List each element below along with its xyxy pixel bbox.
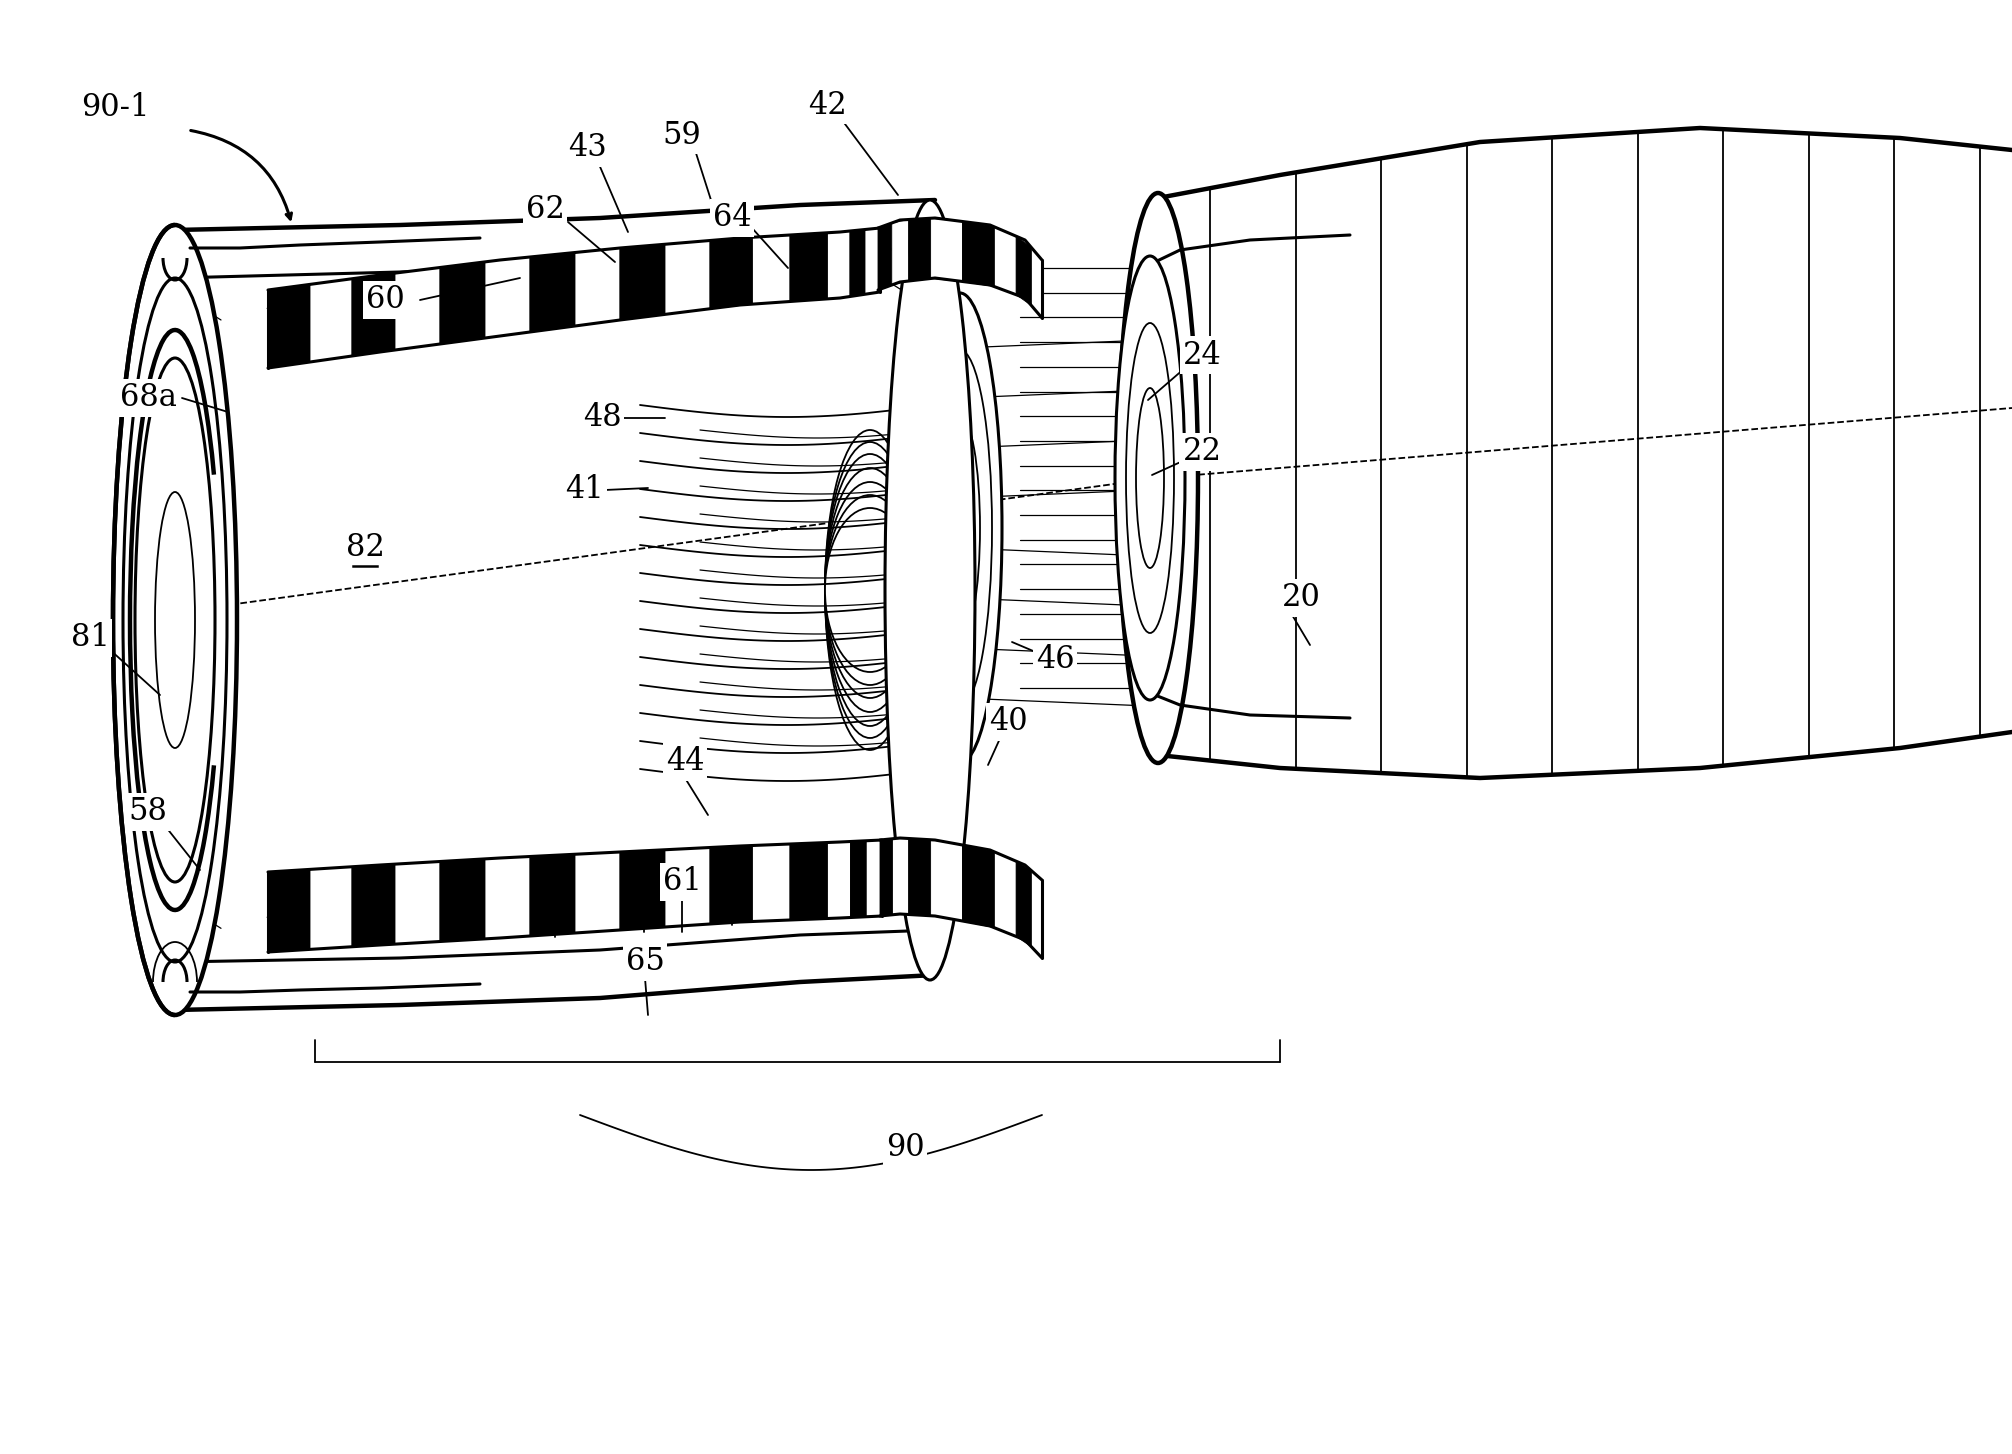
Polygon shape [441, 859, 485, 942]
Text: 48: 48 [583, 403, 622, 433]
Polygon shape [867, 840, 881, 917]
Polygon shape [352, 273, 394, 356]
Polygon shape [352, 864, 394, 947]
Text: 40: 40 [988, 707, 1028, 737]
Text: 61: 61 [662, 867, 702, 897]
Polygon shape [962, 845, 994, 928]
Polygon shape [666, 240, 710, 314]
Ellipse shape [1119, 193, 1197, 763]
Text: 41: 41 [565, 474, 604, 506]
Text: 60: 60 [366, 285, 404, 316]
Text: 82: 82 [346, 532, 384, 564]
Polygon shape [752, 236, 791, 304]
Polygon shape [849, 230, 865, 297]
Text: 65: 65 [626, 947, 664, 977]
Text: 20: 20 [1282, 583, 1320, 614]
Ellipse shape [825, 430, 915, 750]
Polygon shape [268, 869, 310, 952]
Polygon shape [851, 840, 867, 917]
Polygon shape [441, 262, 485, 345]
Polygon shape [394, 862, 441, 944]
Polygon shape [879, 839, 893, 916]
Polygon shape [710, 845, 752, 923]
Polygon shape [575, 852, 620, 933]
Polygon shape [620, 244, 666, 320]
Polygon shape [891, 220, 909, 285]
Ellipse shape [917, 294, 1002, 763]
Text: 62: 62 [525, 195, 565, 225]
Polygon shape [485, 856, 529, 939]
Text: 90: 90 [885, 1133, 924, 1163]
Polygon shape [909, 839, 932, 916]
Polygon shape [710, 237, 752, 308]
Text: 68a: 68a [119, 382, 177, 413]
Polygon shape [932, 218, 962, 282]
Text: 43: 43 [569, 132, 608, 163]
Text: 44: 44 [666, 746, 704, 778]
Polygon shape [827, 842, 851, 919]
Ellipse shape [928, 350, 992, 707]
Ellipse shape [825, 507, 915, 672]
Ellipse shape [155, 491, 195, 747]
Polygon shape [909, 218, 932, 281]
Polygon shape [994, 227, 1016, 295]
Polygon shape [791, 842, 827, 920]
Polygon shape [485, 257, 529, 337]
Ellipse shape [940, 416, 980, 640]
Ellipse shape [135, 358, 215, 883]
Ellipse shape [1127, 323, 1173, 632]
Ellipse shape [1115, 256, 1185, 699]
Ellipse shape [885, 201, 976, 980]
Polygon shape [310, 867, 352, 949]
Polygon shape [1032, 871, 1042, 958]
Text: 81: 81 [70, 622, 109, 653]
Polygon shape [620, 849, 666, 931]
Polygon shape [310, 279, 352, 362]
Polygon shape [666, 848, 710, 928]
Polygon shape [529, 253, 575, 332]
Ellipse shape [825, 468, 915, 712]
Ellipse shape [825, 494, 915, 685]
Polygon shape [575, 249, 620, 326]
Polygon shape [865, 228, 879, 294]
Polygon shape [994, 852, 1016, 936]
Polygon shape [932, 840, 962, 920]
Polygon shape [827, 231, 849, 300]
Polygon shape [752, 843, 791, 922]
Text: 22: 22 [1183, 436, 1221, 468]
Text: 64: 64 [712, 202, 750, 234]
Text: 24: 24 [1183, 339, 1221, 371]
Ellipse shape [825, 481, 915, 698]
Text: 42: 42 [809, 90, 847, 121]
Polygon shape [791, 233, 827, 301]
Ellipse shape [1137, 388, 1165, 569]
Text: 46: 46 [1036, 644, 1074, 676]
Polygon shape [893, 839, 909, 915]
Ellipse shape [825, 442, 915, 739]
Ellipse shape [825, 454, 915, 726]
Polygon shape [394, 268, 441, 350]
Text: 58: 58 [129, 797, 167, 827]
Polygon shape [268, 285, 310, 368]
Polygon shape [962, 221, 994, 286]
Polygon shape [1016, 861, 1032, 947]
Text: 90-1: 90-1 [80, 93, 149, 124]
Text: 59: 59 [662, 119, 702, 151]
Ellipse shape [113, 225, 237, 1015]
Polygon shape [1032, 247, 1042, 318]
Polygon shape [877, 222, 891, 289]
Ellipse shape [123, 278, 227, 963]
Polygon shape [529, 855, 575, 936]
Polygon shape [1016, 236, 1032, 305]
